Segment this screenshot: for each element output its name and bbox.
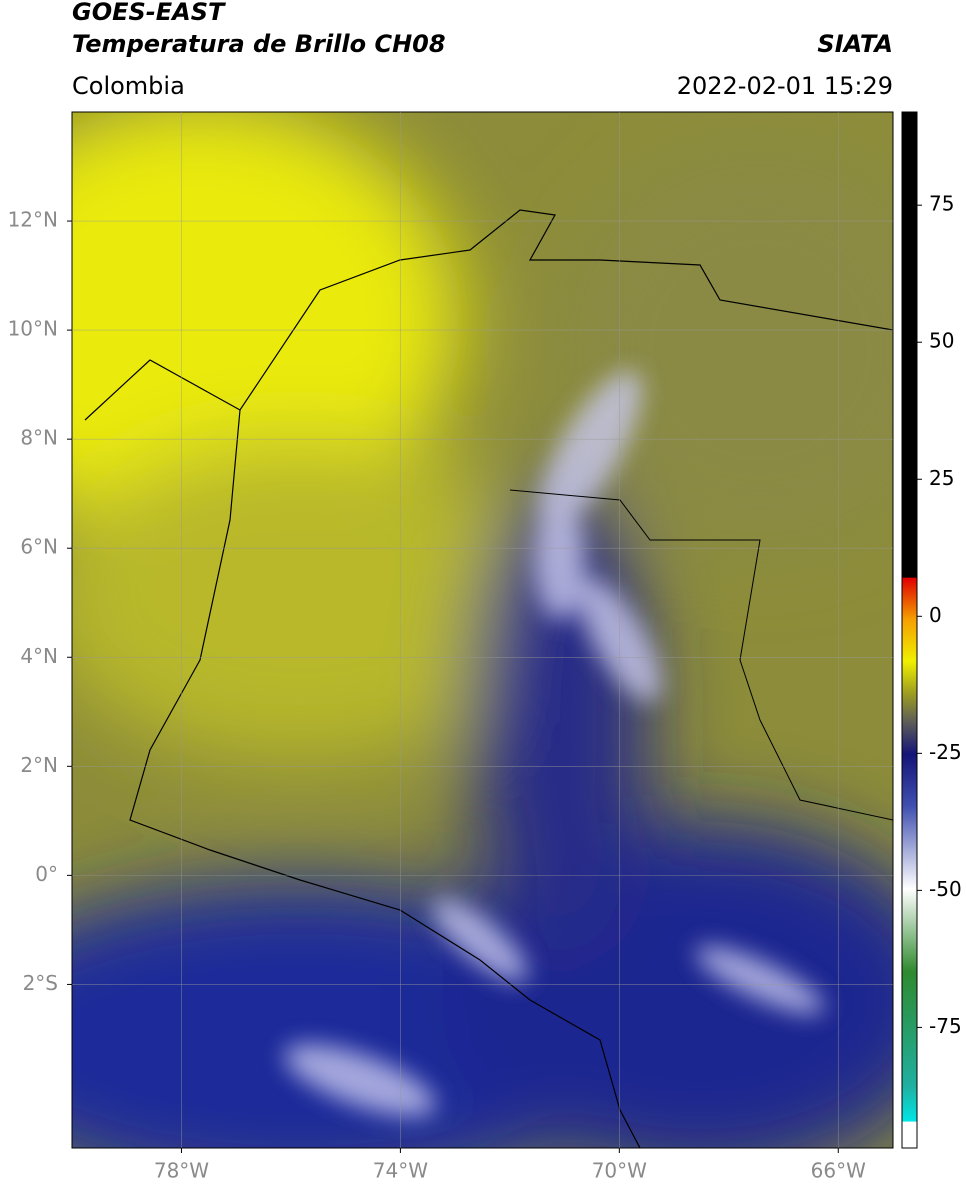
border [509, 489, 893, 821]
y-tick-label: 6°N [20, 535, 58, 559]
y-tick-label: 12°N [8, 208, 58, 232]
subtitle: Temperatura de Brillo CH08 [72, 30, 446, 58]
colorbar-label: -50 [929, 877, 962, 901]
colorbar-label: 0 [929, 603, 942, 627]
x-tick-label: 70°W [592, 1159, 647, 1183]
x-tick-label: 78°W [154, 1159, 209, 1183]
y-tick-label: 4°N [20, 644, 58, 668]
y-tick-label: 8°N [20, 426, 58, 450]
colorbar-label: -75 [929, 1014, 962, 1038]
y-tick-label: 2°S [23, 971, 58, 995]
colorbar-label: 25 [929, 466, 954, 490]
y-tick-label: 10°N [8, 317, 58, 341]
x-tick-label: 66°W [811, 1159, 866, 1183]
border [129, 409, 641, 1148]
colorbar [901, 111, 918, 1149]
y-tick-label: 0° [35, 862, 58, 886]
region: Colombia [72, 72, 185, 100]
source: SIATA [817, 30, 893, 58]
satellite-image [72, 112, 893, 1148]
x-tick-label: 74°W [373, 1159, 428, 1183]
map-frame [71, 111, 894, 1149]
y-tick-label: 2°N [20, 753, 58, 777]
colorbar-label: 50 [929, 329, 954, 353]
colorbar-label: 75 [929, 192, 954, 216]
datetime: 2022-02-01 15:29 [677, 72, 893, 100]
colorbar-label: -25 [929, 740, 962, 764]
title: GOES-EAST [72, 0, 226, 26]
